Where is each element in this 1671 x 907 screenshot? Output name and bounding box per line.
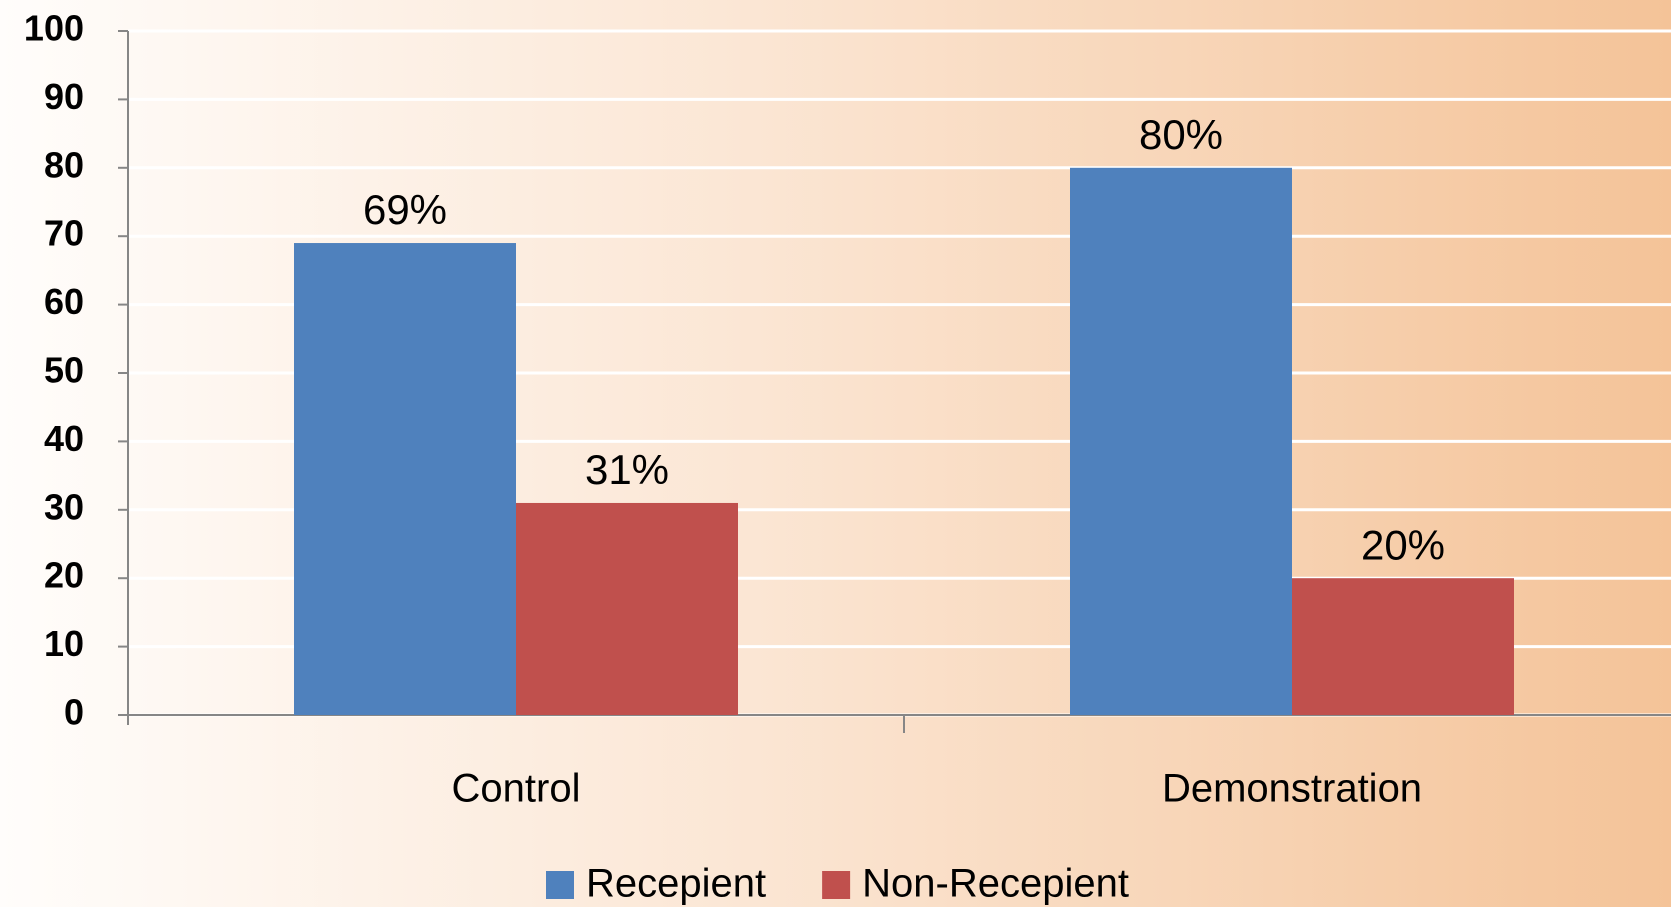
legend-label: Non-Recepient — [862, 862, 1129, 906]
legend-swatch — [822, 871, 851, 899]
legend-label: Recepient — [586, 862, 766, 906]
y-tick-label: 50 — [44, 350, 84, 391]
y-tick-label: 60 — [44, 281, 84, 322]
y-tick-label: 30 — [44, 486, 84, 527]
bar — [516, 502, 738, 715]
y-tick-label: 10 — [44, 623, 84, 664]
y-tick-label: 100 — [24, 8, 84, 49]
y-tick-label: 90 — [44, 76, 84, 117]
bar — [294, 243, 516, 716]
y-tick-label: 70 — [44, 213, 84, 254]
x-tick-label: Control — [452, 767, 581, 811]
y-tick-label: 80 — [44, 144, 84, 185]
y-tick-label: 40 — [44, 418, 84, 459]
data-label: 69% — [363, 186, 447, 233]
data-label: 31% — [585, 446, 669, 493]
x-tick-label: Demonstration — [1162, 767, 1422, 811]
legend-swatch — [546, 871, 574, 899]
y-tick-label: 20 — [44, 555, 84, 596]
bar — [1070, 167, 1292, 716]
data-label: 80% — [1139, 111, 1223, 158]
y-tick-label: 0 — [64, 692, 84, 733]
bar — [1292, 578, 1514, 715]
data-label: 20% — [1361, 521, 1445, 568]
